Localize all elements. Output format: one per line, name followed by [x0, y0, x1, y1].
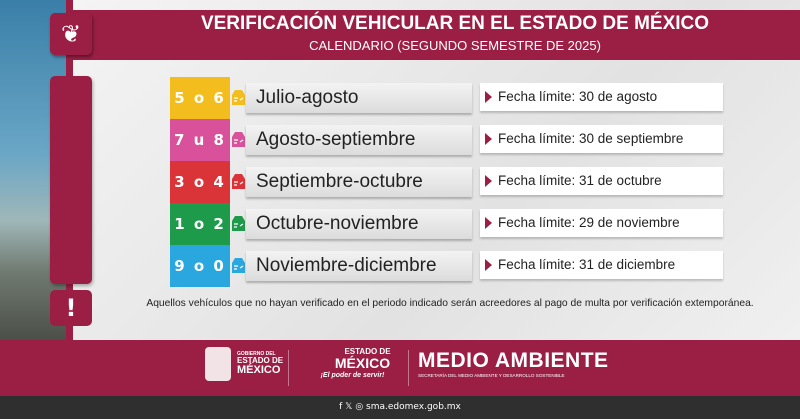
dept-logo: MEDIO AMBIENTE SECRETARÍA DEL MEDIO AMBI… — [418, 349, 609, 378]
plate-digits-badge: 1 o 2 — [170, 203, 230, 245]
bird-logo-icon: ❦ — [50, 13, 92, 55]
social-bar: f 𝕏 ◎ sma.edomex.gob.mx — [0, 396, 800, 419]
period-label: Noviembre-diciembre — [246, 251, 472, 281]
plate-digits-badge: 9 o 0 — [170, 245, 230, 287]
page-subtitle: CALENDARIO (SEGUNDO SEMESTRE DE 2025) — [309, 38, 601, 53]
plate-digits-badge: 3 o 4 — [170, 161, 230, 203]
deadline-label: Fecha límite: 30 de septiembre — [480, 125, 723, 153]
gov-line2: ESTADO DE — [237, 356, 284, 365]
period-label: Septiembre-octubre — [246, 167, 472, 197]
gov-line1: GOBIERNO DEL — [237, 351, 276, 357]
car-icon — [232, 132, 245, 147]
plate-digits-badge: 5 o 6 — [170, 77, 230, 119]
gov-line3: MÉXICO — [237, 364, 281, 376]
dept-name: MEDIO AMBIENTE — [418, 349, 609, 372]
calendar-row: 3 o 4 Septiembre-octubre Fecha límite: 3… — [170, 161, 730, 203]
deadline-label: Fecha límite: 31 de octubre — [480, 167, 723, 195]
state-line2: MÉXICO — [334, 355, 391, 371]
calendar-row: 5 o 6 Julio-agosto Fecha límite: 30 de a… — [170, 77, 730, 119]
warning-note: Aquellos vehículos que no hayan verifica… — [146, 298, 754, 309]
deadline-label: Fecha límite: 31 de diciembre — [480, 251, 723, 279]
gov-shield-icon — [205, 347, 231, 381]
period-label: Octubre-noviembre — [246, 209, 472, 239]
car-icon — [232, 216, 245, 231]
calendar-row: 7 u 8 Agosto-septiembre Fecha límite: 30… — [170, 119, 730, 161]
state-slogan: ¡El poder de servir! — [320, 372, 385, 379]
page-title: VERIFICACIÓN VEHICULAR EN EL ESTADO DE M… — [200, 13, 710, 34]
warning-icon: ! — [50, 290, 92, 326]
calendar-row: 1 o 2 Octubre-noviembre Fecha límite: 29… — [170, 203, 730, 245]
footer-banner — [0, 340, 800, 396]
calendar-row: 9 o 0 Noviembre-diciembre Fecha límite: … — [170, 245, 730, 287]
dept-subtitle: SECRETARÍA DEL MEDIO AMBIENTE Y DESARROL… — [418, 373, 565, 378]
header-banner — [66, 10, 800, 60]
x-icon[interactable]: 𝕏 — [345, 402, 353, 412]
period-label: Julio-agosto — [246, 83, 472, 113]
car-icon — [232, 90, 245, 105]
facebook-icon[interactable]: f — [339, 402, 343, 412]
state-logo: ESTADO DE MÉXICO ¡El poder de servir! — [300, 347, 405, 380]
website-link[interactable]: sma.edomex.gob.mx — [366, 402, 461, 412]
plate-digits-badge: 7 u 8 — [170, 119, 230, 161]
deadline-label: Fecha límite: 29 de noviembre — [480, 209, 723, 237]
period-label: Agosto-septiembre — [246, 125, 472, 155]
side-decoration — [50, 76, 92, 284]
state-line1: ESTADO DE — [344, 347, 391, 356]
car-icon — [232, 174, 245, 189]
deadline-label: Fecha límite: 30 de agosto — [480, 83, 723, 111]
gov-logo: GOBIERNO DEL ESTADO DE MÉXICO — [237, 352, 283, 376]
instagram-icon[interactable]: ◎ — [355, 402, 364, 412]
car-icon — [232, 258, 245, 273]
